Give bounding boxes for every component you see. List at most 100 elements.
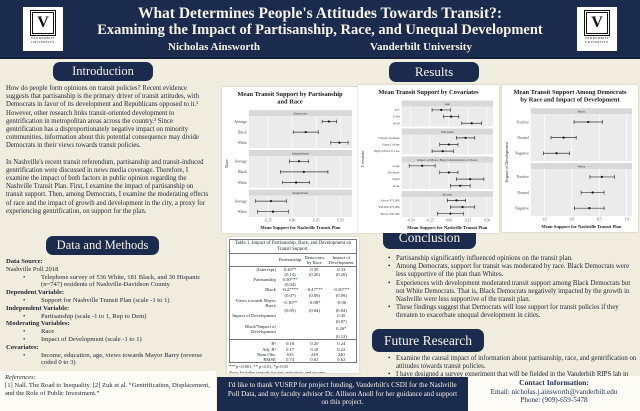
contact-heading: Contact Information: [519,378,589,387]
vanderbilt-v-icon: V [29,9,57,37]
list-item-text: Income, education, age, views towards Ma… [41,351,203,367]
svg-text:Race: Race [224,159,229,168]
svg-text:-0.25: -0.25 [264,219,272,223]
svg-text:Neutral: Neutral [517,136,528,140]
table-caption: Table 1. Impact of Partisanship, Race, a… [229,239,357,254]
svg-text:18-34: 18-34 [392,121,400,125]
table-row: (0.07) (0.09) (0.09) [230,293,356,298]
acknowledgment-text: I'd like to thank VUSRP for project fund… [227,381,458,407]
table-cell: (0.04) [284,282,296,288]
svg-text:0.0: 0.0 [570,218,575,222]
list-item-text: Data Source: [6,258,43,265]
chart-democrats-race-development: Mean Transit Support Among Democrats by R… [502,85,638,232]
svg-text:Average: Average [234,199,247,203]
table-cell: (0.04) [308,308,320,314]
intro-paragraph-2: In Nashville's recent transit referendum… [6,158,209,215]
table-cell: Num.Obs. [256,351,276,357]
table-row: (0.07) [230,319,356,324]
list-item: Covariates: [6,344,211,352]
svg-text:0.5: 0.5 [597,218,602,222]
svg-text:0.00: 0.00 [289,219,295,223]
svg-text:Covariate: Covariate [360,151,365,167]
table-cell: R² [230,339,278,347]
svg-text:1.0: 1.0 [624,218,629,222]
future-research-heading: Future Research [372,329,484,352]
table-cell: (Intercept) [256,266,276,272]
table-row: Impact of Development 0.45 [230,313,356,318]
introduction-text: How do people form opinions on transit p… [6,85,209,224]
table-cell: 0.20 [302,339,327,347]
list-item-text: Experiences with development moderated t… [396,279,631,304]
list-item-text: Race [41,328,55,336]
table-cell: -0.50*** [333,287,350,293]
bullet-marker: • [23,273,26,281]
contact-phone: Phone: (909)-659-5478 [520,396,588,405]
table-cell: 0.33 [337,266,346,272]
references-heading: References: [5,374,36,381]
svg-text:Age: Age [445,102,451,106]
bullet-marker: • [23,351,26,359]
list-item-text: Partisanship (scale -1 to 1, Rep to Dem) [41,312,147,320]
list-item-text: Moderating Variables: [6,320,70,328]
svg-text:Negative: Negative [515,152,529,156]
table-row: (0.12) [230,334,356,340]
intro-paragraph-1: How do people form opinions on transit p… [6,85,200,150]
chart-svg: Mean Transit Support by Covariates Age 65+… [360,89,493,230]
table-cell: (0.07) [284,292,296,298]
svg-text:Positive: Positive [517,120,530,124]
list-item: • Experiences with development moderated … [388,280,638,305]
list-item: Dependent Variable: [6,289,211,297]
svg-text:Positive: Positive [517,175,530,179]
list-item-text: Among Democrats, support for transit was… [396,263,630,279]
table-row: Partisanship 0.50*** [230,277,356,282]
contact-info: Contact Information: Email: nicholas.j.a… [468,376,640,411]
svg-text:Education: Education [441,130,454,134]
svg-text:Black: Black [578,110,586,114]
svg-text:Income: Income [443,192,453,196]
table-cell: 0.63 [310,357,319,363]
list-item-text: Impact of Development (scale -1 to 1) [41,335,142,343]
list-item-text: Support for Nashville Transit Plan (scal… [41,296,170,304]
table-cell: 0.18 [310,346,319,352]
list-item-text: Dependent Variable: [6,289,65,297]
table-cell: Black*Impact of Development [245,323,276,335]
table-cell: -0.06 [336,300,347,306]
list-item: • Partisanship significantly influenced o… [388,255,638,263]
svg-text:0.25: 0.25 [313,219,319,223]
svg-text:Mean Support for Nashville Tra: Mean Support for Nashville Transit Plan [407,225,487,230]
list-item: Moderating Variables: [6,320,211,328]
list-item: • Telephone survey of 536 White, 181 Blac… [6,274,211,290]
svg-text:Black: Black [238,130,247,134]
svg-text:0.25: 0.25 [465,219,471,223]
svg-text:Average: Average [234,120,247,124]
table-row: Num.Obs. 633 249 240 [230,352,356,357]
svg-text:Republicans: Republicans [293,191,310,195]
bullet-marker: • [23,335,26,343]
table-cell [278,324,302,334]
svg-text:Average: Average [234,160,247,164]
svg-text:Black: Black [238,170,247,174]
table-cell: -0.16** [283,300,298,306]
table-cell: 0.74 [286,357,295,363]
list-item-text: Covariates: [6,343,39,351]
bullet-marker: • [23,328,26,336]
svg-text:College Graduate: College Graduate [378,136,400,140]
table-cell: (0.04) [335,308,347,314]
bullet-marker: • [388,304,391,312]
table-row: (0.05) (0.04) (0.04) [230,308,356,313]
table-cell: Adj. R² [262,346,276,352]
bullet-marker: • [388,371,391,379]
svg-text:-0.5: -0.5 [542,218,548,222]
table-cell: Black [265,287,276,293]
acknowledgment: I'd like to thank VUSRP for project fund… [217,377,468,411]
header: V VANDERBILT UNIVERSITY What Determines … [0,0,640,59]
contact-email: Email: nicholas.j.ainsworth@vanderbilt.e… [490,387,618,396]
table-row: Views towards Mayor Barry -0.16** -0.08* -0… [230,298,356,308]
svg-text:Above $75,000: Above $75,000 [381,198,401,203]
list-item: • Race [6,328,211,336]
table-cell: 0.22 [337,346,346,352]
table-cell: (0.07) [335,318,347,324]
references-text: [1] Nall. The Road to Inequality. [2] Zu… [5,381,210,397]
table-row: RMSE 0.74 0.63 0.62 [230,357,356,362]
